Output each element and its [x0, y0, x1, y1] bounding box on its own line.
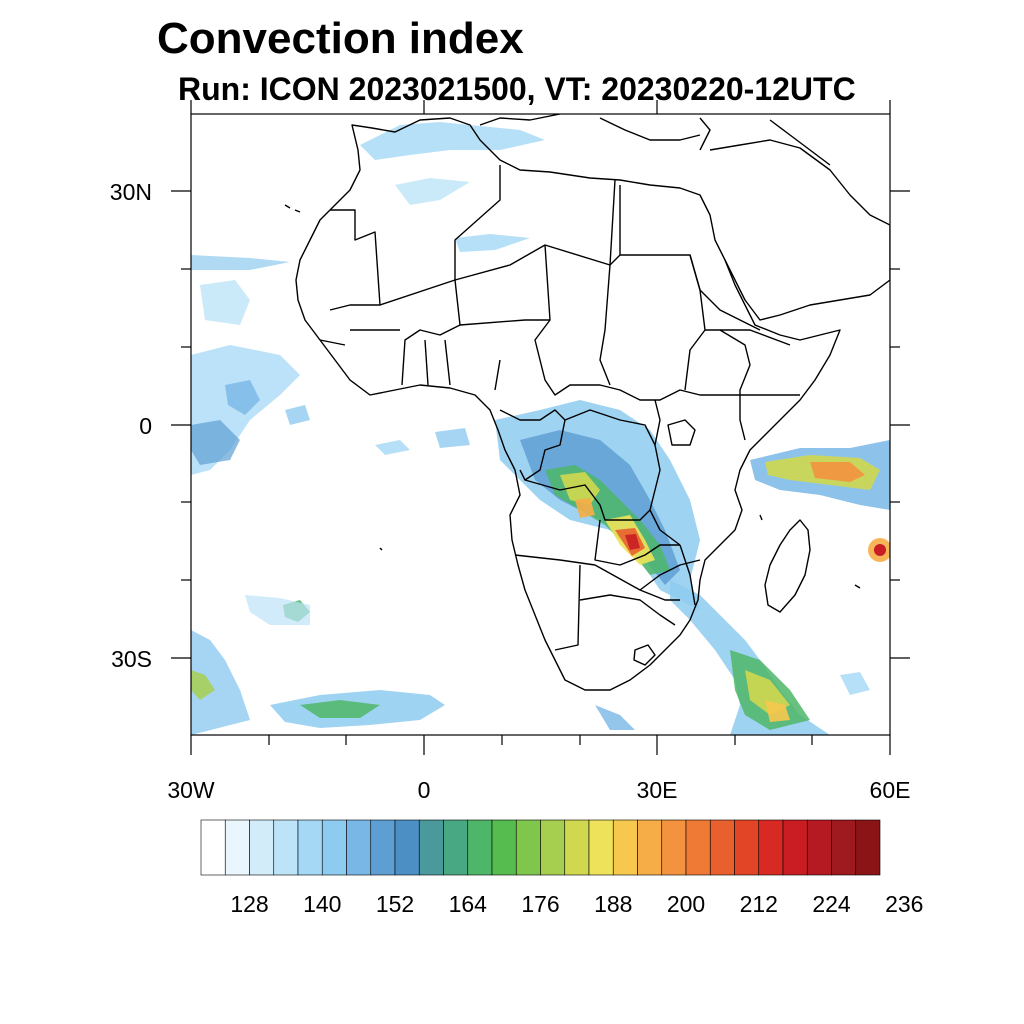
colorbar-box: [564, 819, 590, 876]
colorbar-tick-label: 140: [303, 891, 341, 917]
colorbar-box: [200, 819, 226, 876]
colorbar-box: [249, 819, 275, 876]
lon-label-60e: 60E: [870, 777, 911, 803]
convection-field: [191, 122, 890, 735]
colorbar-box: [734, 819, 760, 876]
colorbar-labels: 128 140 152 164 176 188 200 212 224 236: [230, 891, 923, 917]
colorbar-box: [394, 819, 420, 876]
colorbar-box: [443, 819, 469, 876]
colorbar-box: [273, 819, 299, 876]
colorbar-box: [588, 819, 614, 876]
colorbar-box: [831, 819, 857, 876]
colorbar-tick-label: 164: [449, 891, 488, 917]
colorbar-box: [855, 819, 881, 876]
colorbar-box: [782, 819, 808, 876]
colorbar-tick-label: 212: [740, 891, 778, 917]
colorbar-box: [540, 819, 566, 876]
lat-label-0: 0: [139, 413, 152, 439]
colorbar-box: [224, 819, 250, 876]
colorbar-box: [418, 819, 444, 876]
lon-label-30e: 30E: [637, 777, 678, 803]
lat-label-30n: 30N: [110, 179, 152, 205]
colorbar-box: [661, 819, 687, 876]
colorbar-box: [467, 819, 493, 876]
colorbar-box: [709, 819, 735, 876]
colorbar-box: [297, 819, 323, 876]
colorbar-box: [758, 819, 784, 876]
coastlines-and-borders: [284, 114, 890, 691]
colorbar-box: [491, 819, 517, 876]
colorbar-tick-label: 128: [230, 891, 268, 917]
colorbar-tick-label: 188: [594, 891, 632, 917]
colorbar-box: [685, 819, 711, 876]
colorbar-box: [321, 819, 347, 876]
colorbar-box: [637, 819, 663, 876]
colorbar-tick-label: 176: [521, 891, 559, 917]
colorbar-tick-label: 200: [667, 891, 705, 917]
lon-label-30w: 30W: [167, 777, 215, 803]
colorbar-box: [515, 819, 541, 876]
lon-label-0: 0: [418, 777, 431, 803]
colorbar-tick-label: 224: [812, 891, 851, 917]
colorbar-box: [370, 819, 396, 876]
colorbar-box: [612, 819, 638, 876]
colorbar-box: [346, 819, 372, 876]
colorbar-box: [806, 819, 832, 876]
colorbar: [200, 819, 881, 876]
map-title: Convection index: [157, 14, 524, 63]
map-subtitle: Run: ICON 2023021500, VT: 20230220-12UTC: [178, 71, 856, 107]
colorbar-tick-label: 152: [376, 891, 414, 917]
colorbar-tick-label: 236: [885, 891, 923, 917]
axis-ticks: [171, 100, 910, 755]
lat-label-30s: 30S: [111, 646, 152, 672]
